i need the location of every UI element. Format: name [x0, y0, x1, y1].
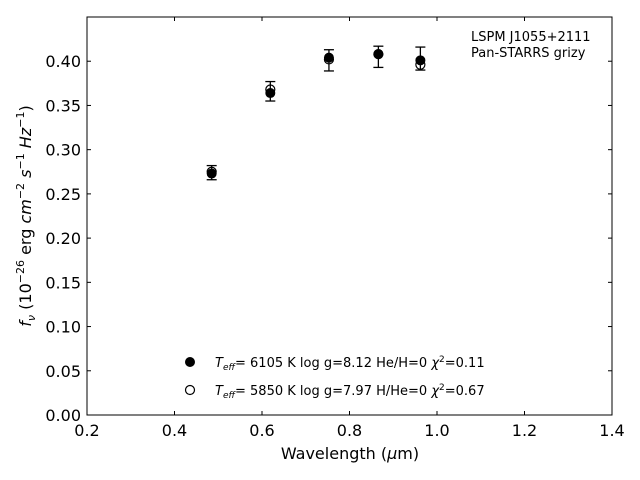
legend-entry-1-chi2: =0.11 [445, 356, 485, 371]
model-point-open [415, 59, 426, 70]
model-point-open [373, 49, 384, 60]
legend-entry-1-teff: 6105 K [250, 356, 296, 371]
y-tick-label: 0.35 [45, 96, 81, 115]
legend-marker-filled [185, 357, 195, 367]
y-tick-label: 0.40 [45, 52, 81, 71]
legend-entry-2-rest: log g=7.97 H/He=0 [300, 384, 427, 399]
y-tick-label: 0.20 [45, 229, 81, 248]
x-tick-label: 0.4 [162, 421, 187, 440]
annotation-line-2: Pan-STARRS grizy [471, 46, 586, 61]
model-point-open [206, 166, 217, 177]
y-tick-label: 0.10 [45, 318, 81, 337]
annotation-line-1: LSPM J1055+2111 [471, 30, 591, 45]
model-point-open [323, 54, 335, 65]
x-tick-label: 0.8 [337, 421, 362, 440]
y-tick-label: 0.30 [45, 141, 81, 160]
y-tick-label: 0.05 [45, 362, 81, 381]
y-axis-label: fν (10−26 erg cm−2 s−1 Hz−1) [14, 105, 38, 326]
x-tick-label: 0.6 [249, 421, 274, 440]
x-axis-ticks: 0.2 0.4 0.6 0.8 1.0 1.2 1.4 [74, 17, 625, 440]
annotation: LSPM J1055+2111 Pan-STARRS grizy [471, 30, 591, 61]
data-marks [206, 45, 426, 181]
legend-entry-2-chi2: =0.67 [445, 384, 485, 399]
legend-entry-2-teff: 5850 K [250, 384, 296, 399]
legend: Teff= 6105 K log g=8.12 He/H=0 χ2=0.11 T… [184, 355, 485, 401]
plot-area [86, 16, 613, 416]
x-tick-label: 1.0 [424, 421, 449, 440]
model-point-open [265, 84, 276, 95]
y-axis-ticks: 0.00 0.05 0.10 0.15 0.20 0.25 0.30 0.35 0.40 [45, 52, 612, 425]
legend-entry-1: Teff= 6105 K log g=8.12 He/H=0 χ2=0.11 [215, 355, 485, 373]
legend-marker-open [184, 384, 196, 396]
x-tick-label: 0.2 [74, 421, 99, 440]
x-tick-label: 1.4 [599, 421, 624, 440]
y-tick-label: 0.25 [45, 185, 81, 204]
y-tick-label: 0.00 [45, 406, 81, 425]
model-point-filled [265, 88, 276, 99]
legend-entry-2: Teff= 5850 K log g=7.97 H/He=0 χ2=0.67 [215, 383, 485, 401]
y-tick-label: 0.15 [45, 273, 81, 292]
x-axis-label: Wavelength (μm) [281, 444, 419, 463]
x-tick-label: 1.2 [512, 421, 537, 440]
legend-entry-1-rest: log g=8.12 He/H=0 [300, 356, 427, 371]
